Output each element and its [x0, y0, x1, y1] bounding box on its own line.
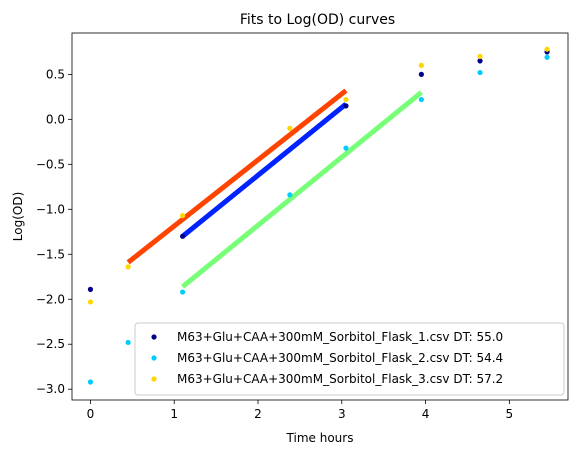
- data-point: [343, 146, 348, 151]
- fit-line: [128, 91, 346, 263]
- data-point: [477, 70, 482, 75]
- data-point: [88, 379, 93, 384]
- data-point: [180, 213, 185, 218]
- x-axis: 0 1 2 3 4 5: [87, 400, 514, 421]
- data-point: [477, 58, 482, 63]
- data-point: [126, 340, 131, 345]
- data-point: [343, 103, 348, 108]
- legend: M63+Glu+CAA+300mM_Sorbitol_Flask_1.csv D…: [135, 323, 564, 395]
- legend-marker: [151, 334, 156, 339]
- data-point: [287, 192, 292, 197]
- x-tick-label: 2: [254, 407, 262, 421]
- data-point: [88, 299, 93, 304]
- y-tick-label: −1.5: [36, 247, 65, 261]
- data-point: [126, 264, 131, 269]
- data-point: [419, 63, 424, 68]
- x-tick-label: 3: [338, 407, 346, 421]
- data-point: [180, 289, 185, 294]
- data-point: [419, 97, 424, 102]
- legend-entry: M63+Glu+CAA+300mM_Sorbitol_Flask_1.csv D…: [177, 330, 503, 344]
- data-point: [88, 287, 93, 292]
- chart-title: Fits to Log(OD) curves: [240, 12, 395, 28]
- x-tick-label: 5: [506, 407, 514, 421]
- data-point: [180, 234, 185, 239]
- legend-entry: M63+Glu+CAA+300mM_Sorbitol_Flask_2.csv D…: [177, 351, 503, 365]
- data-point: [419, 72, 424, 77]
- y-tick-label: −0.5: [36, 157, 65, 171]
- legend-marker: [151, 376, 156, 381]
- y-tick-label: −3.0: [36, 382, 65, 396]
- y-tick-label: 0.5: [46, 67, 65, 81]
- x-tick-label: 0: [87, 407, 95, 421]
- data-point: [343, 97, 348, 102]
- data-point: [544, 55, 549, 60]
- y-tick-label: −1.0: [36, 202, 65, 216]
- y-tick-label: −2.5: [36, 337, 65, 351]
- legend-marker: [151, 355, 156, 360]
- y-axis-label: Log(OD): [11, 192, 25, 241]
- x-tick-label: 4: [422, 407, 430, 421]
- legend-entry: M63+Glu+CAA+300mM_Sorbitol_Flask_3.csv D…: [177, 372, 503, 386]
- y-axis: −3.0 −2.5 −2.0 −1.5 −1.0 −0.5 0.0 0.5: [36, 67, 72, 396]
- y-tick-label: −2.0: [36, 292, 65, 306]
- x-tick-label: 1: [170, 407, 178, 421]
- data-point: [544, 47, 549, 52]
- fit-line: [183, 104, 346, 236]
- data-point: [477, 54, 482, 59]
- data-point: [287, 126, 292, 131]
- x-axis-label: Time hours: [286, 431, 354, 445]
- y-tick-label: 0.0: [46, 112, 65, 126]
